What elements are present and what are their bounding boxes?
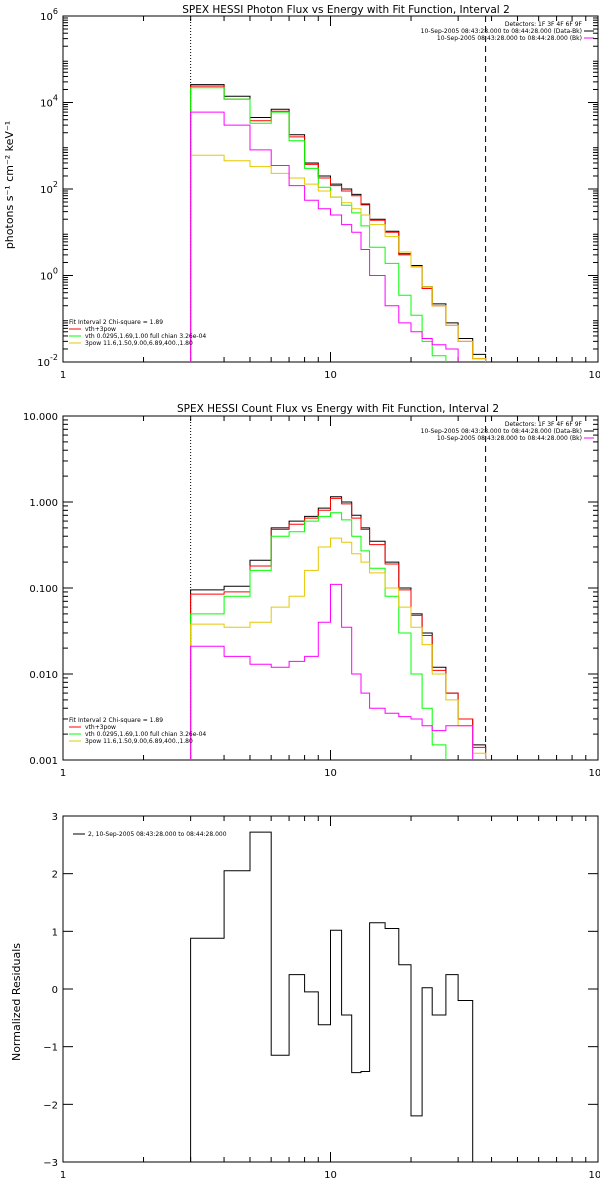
y-tick-label: 1 xyxy=(52,927,58,938)
x-tick-label: 100 xyxy=(588,1170,600,1181)
legend-left-entry: vth 0.0295,1.69,1.00 full chian 3.26e-04 xyxy=(85,333,206,340)
series-line xyxy=(190,84,487,362)
series-line xyxy=(190,87,447,362)
series-line xyxy=(190,496,498,760)
y-tick-label: 102 xyxy=(40,180,58,196)
y-tick-label: 2 xyxy=(52,870,58,881)
count-flux-title: SPEX HESSI Count Flux vs Energy with Fit… xyxy=(177,403,499,415)
legend-left-entry: vth 0.0295,1.69,1.00 full chian 3.26e-04 xyxy=(85,731,206,738)
series-line xyxy=(190,85,487,362)
x-tick-label: 1 xyxy=(60,1170,66,1181)
x-tick-label: 10 xyxy=(324,1170,337,1181)
series-group xyxy=(190,496,498,760)
photon-flux-ylabel: photons s⁻¹ cm⁻² keV⁻¹ xyxy=(3,121,16,249)
x-tick-label: 1 xyxy=(60,768,66,779)
x-tick-label: 100 xyxy=(588,370,600,381)
y-tick-label: 106 xyxy=(40,7,58,23)
legend-right-entry: 10-Sep-2005 08:43:28.000 to 08:44:28.000… xyxy=(421,28,582,35)
y-tick-label: 10.000 xyxy=(23,412,58,423)
residuals-ylabel: Normalized Residuals xyxy=(10,943,23,1061)
y-tick-label: 10-2 xyxy=(37,353,58,369)
y-tick-label: 1.000 xyxy=(29,498,58,509)
legend-top-entry: 2, 10-Sep-2005 08:43:28.000 to 08:44:28.… xyxy=(88,831,227,838)
legend-right-entry: 10-Sep-2005 08:43:28.000 to 08:44:28.000… xyxy=(421,428,582,435)
legend-right-entry: Detectors: 1F 3F 4F 6F 9F xyxy=(505,421,583,428)
legend-left-entry: 3pow 11.6,1.50,9.00,6.89,400.,1.80 xyxy=(85,340,193,347)
x-tick-label: 10 xyxy=(324,768,337,779)
series-line xyxy=(190,512,447,760)
legend-right-entry: Detectors: 1F 3F 4F 6F 9F xyxy=(505,21,583,28)
y-tick-label: −2 xyxy=(43,1100,58,1111)
y-tick-label: 0.010 xyxy=(29,670,58,681)
y-tick-label: 0.001 xyxy=(29,756,58,767)
y-tick-label: 104 xyxy=(40,94,58,110)
legend-left-title: Fit Interval 2 Chi-square = 1.89 xyxy=(69,717,163,724)
x-tick-label: 1 xyxy=(60,370,66,381)
x-tick-label: 100 xyxy=(588,768,600,779)
residuals-panel: Normalized Residuals 1 10 100 −3 −2 −1 0 1 2 3 2, … xyxy=(10,812,600,1181)
legend-right-entry: 10-Sep-2005 08:43:28.000 to 08:44:28.000… xyxy=(437,435,582,442)
series-line xyxy=(190,831,474,1162)
series-line xyxy=(190,111,459,362)
series-group xyxy=(190,84,487,362)
legend-left-entry: 3pow 11.6,1.50,9.00,6.89,400.,1.80 xyxy=(85,738,193,745)
legend-left-entry: vth+3pow xyxy=(85,326,116,333)
legend-left-title: Fit Interval 2 Chi-square = 1.89 xyxy=(69,319,163,326)
series-line xyxy=(190,583,474,760)
y-tick-label: 0.100 xyxy=(29,584,58,595)
y-tick-label: 0 xyxy=(52,985,58,996)
photon-flux-title: SPEX HESSI Photon Flux vs Energy with Fi… xyxy=(182,4,510,16)
series-group xyxy=(190,831,474,1162)
x-tick-label: 10 xyxy=(324,370,337,381)
legend-right-entry: 10-Sep-2005 08:43:28.000 to 08:44:28.000… xyxy=(437,35,582,42)
series-line xyxy=(190,537,487,760)
photon-flux-panel: SPEX HESSI Photon Flux vs Energy with Fi… xyxy=(3,4,600,381)
y-tick-label: 100 xyxy=(40,267,58,283)
y-tick-label: −3 xyxy=(43,1158,58,1169)
y-tick-label: −1 xyxy=(43,1043,58,1054)
y-tick-label: 3 xyxy=(52,812,58,823)
count-flux-panel: SPEX HESSI Count Flux vs Energy with Fit… xyxy=(23,403,600,779)
legend-left-entry: vth+3pow xyxy=(85,724,116,731)
series-line xyxy=(190,154,487,362)
